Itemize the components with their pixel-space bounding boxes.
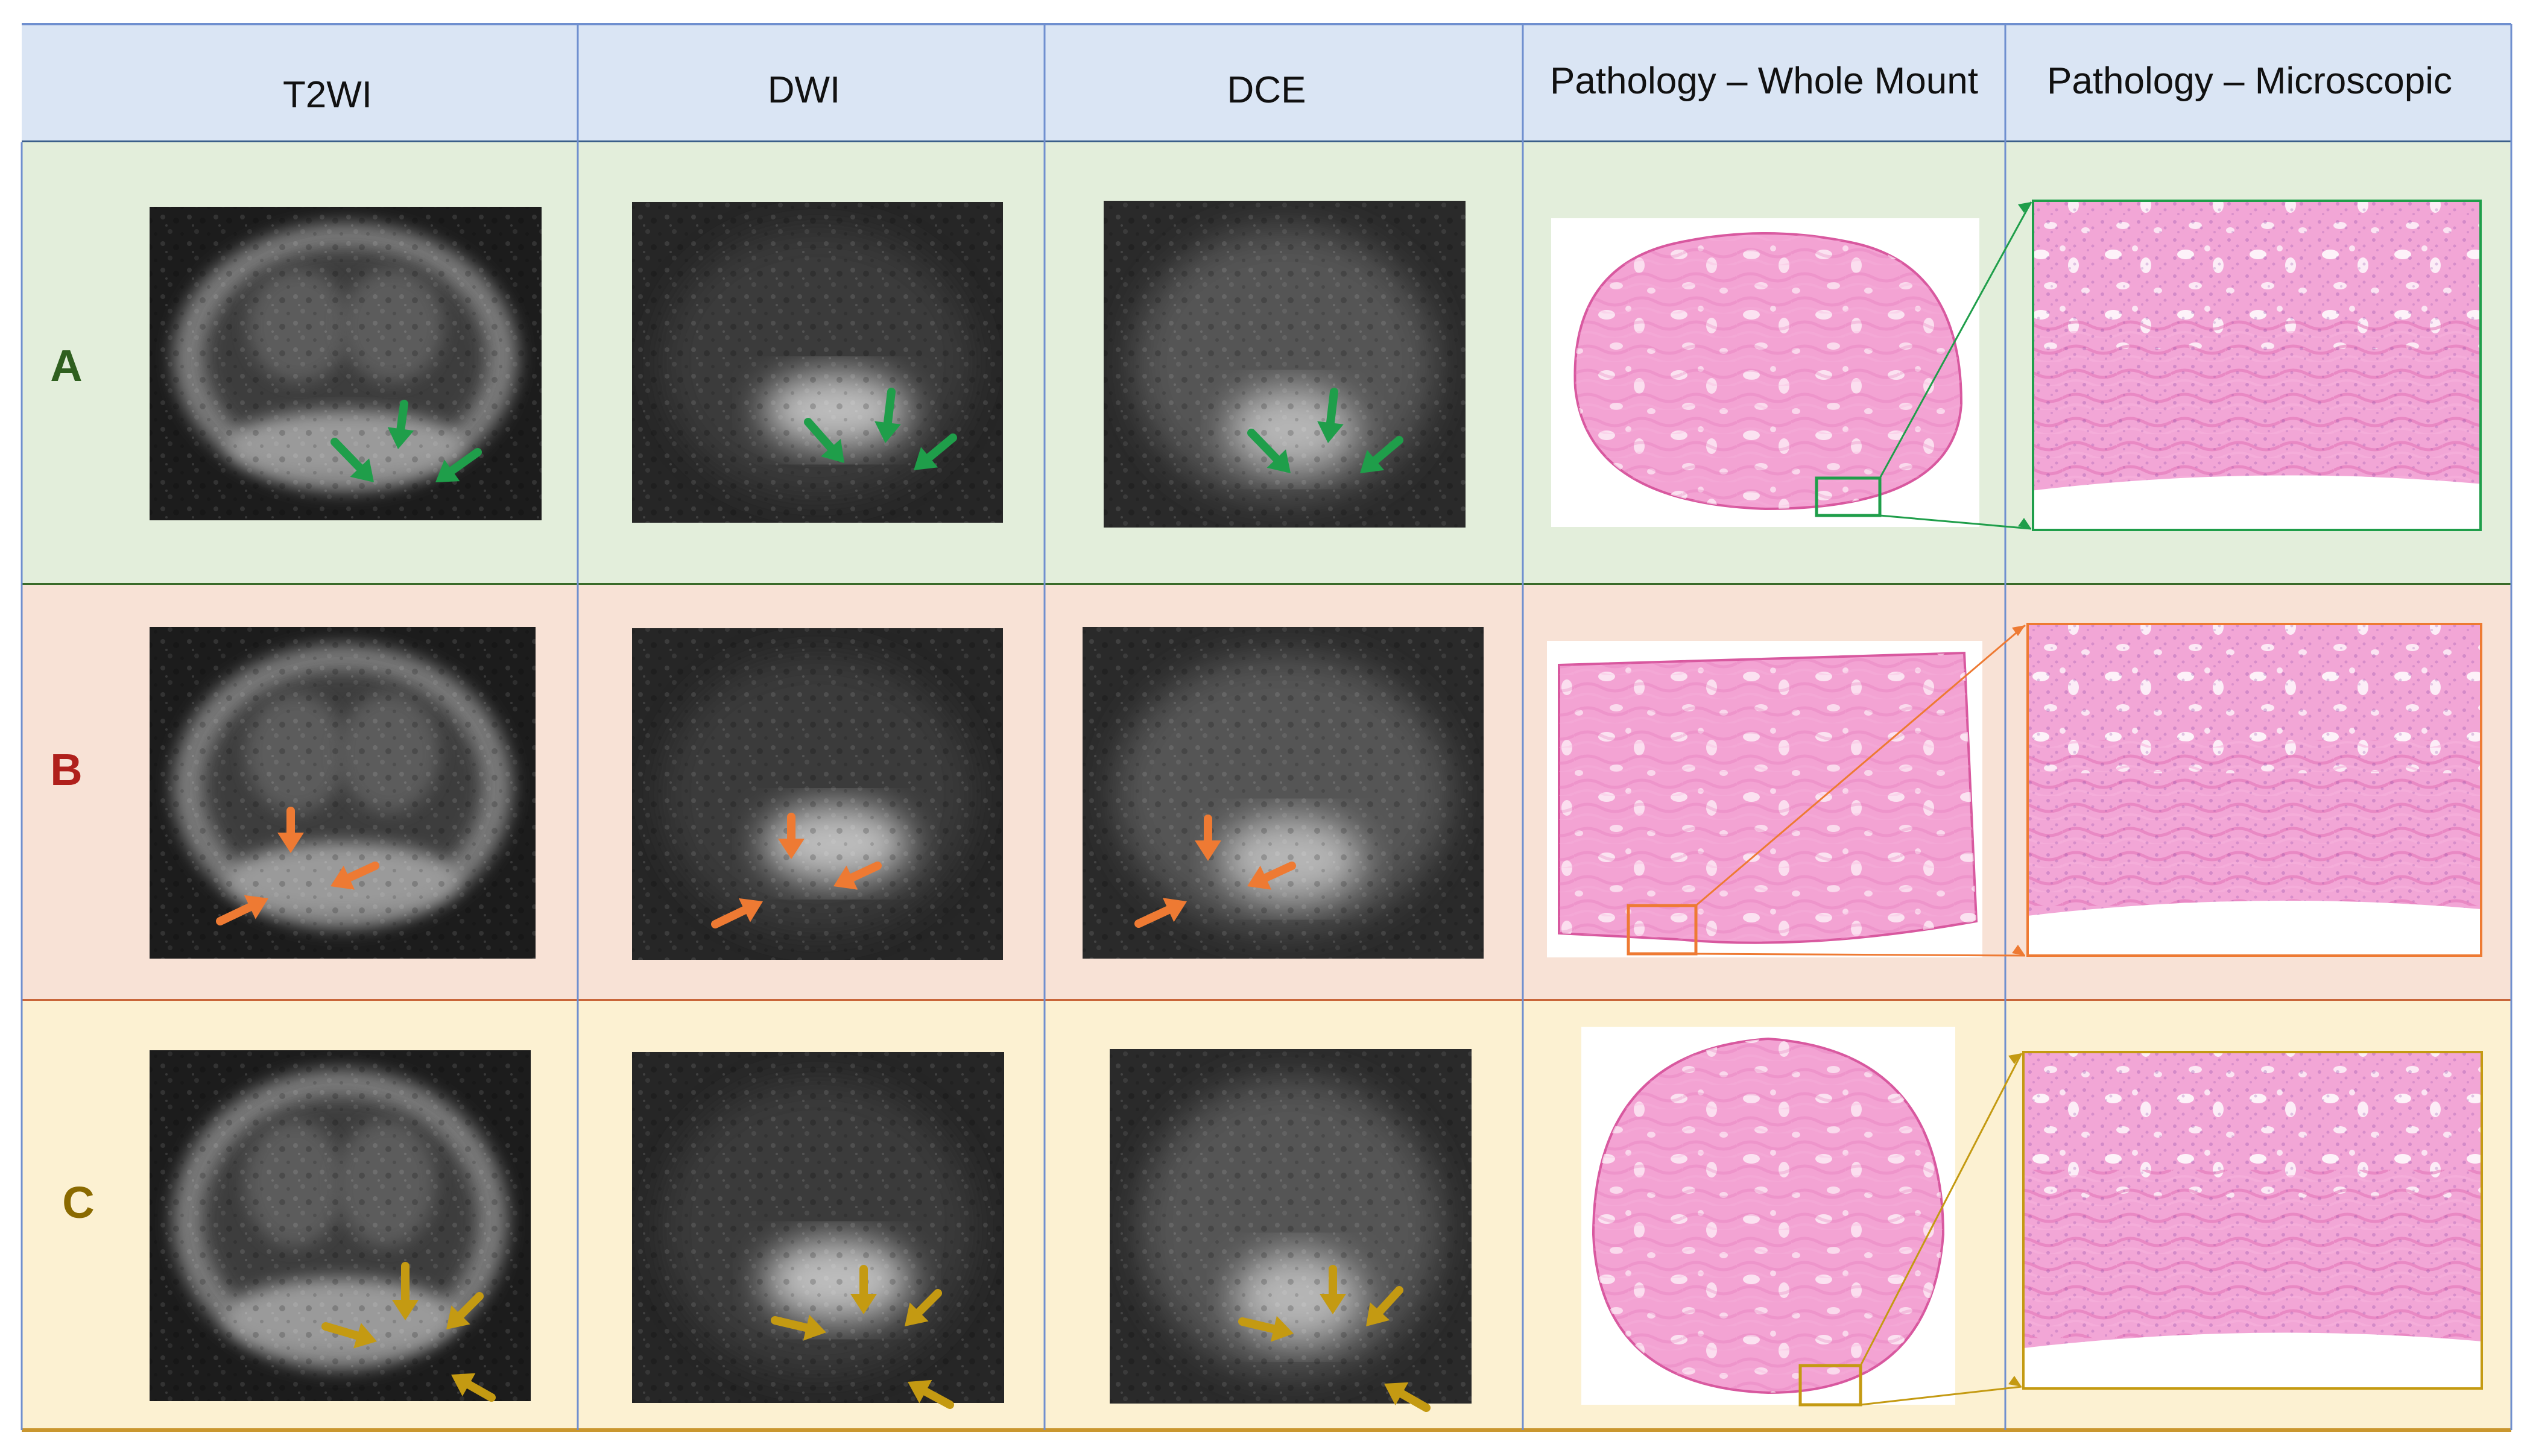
image-b-dwi (632, 628, 1003, 960)
arrow-b-dwi-3 (833, 862, 882, 890)
image-c-microscopic-border (2022, 1051, 2483, 1390)
arrow-c-dce-1 (1320, 1265, 1346, 1314)
arrow-a-t2wi-2 (330, 438, 374, 482)
arrow-b-dce-1 (1195, 815, 1221, 861)
image-a-dwi (632, 202, 1003, 523)
arrow-c-dce-4 (1384, 1382, 1431, 1412)
arrow-b-dce-2 (1134, 898, 1187, 928)
arrow-c-dwi-2 (771, 1314, 826, 1341)
image-a-microscopic-border (2032, 200, 2482, 531)
arrow-a-dwi-2 (804, 418, 844, 463)
zoom-b (1627, 624, 2026, 957)
arrow-a-dwi-3 (914, 433, 957, 470)
image-a-t2wi (150, 207, 542, 520)
arrow-c-dwi-1 (850, 1265, 877, 1314)
image-b-dce (1083, 627, 1484, 959)
arrow-b-dce-3 (1247, 862, 1296, 890)
zoom-c (1798, 1053, 2023, 1407)
col-title-pathology-whole-mount: Pathology – Whole Mount (1550, 60, 1978, 102)
arrow-b-dwi-1 (778, 813, 805, 859)
col-title-pathology-microscopic: Pathology – Microscopic (2047, 60, 2452, 102)
image-c-whole-mount (1581, 1027, 1955, 1405)
arrow-c-t2wi-2 (321, 1322, 377, 1349)
image-a-microscopic (2033, 201, 2481, 530)
zoom-a (1815, 201, 2032, 530)
column-dividers (577, 24, 2006, 1430)
arrow-c-t2wi-3 (446, 1292, 484, 1329)
arrow-c-dce-2 (1238, 1316, 1294, 1342)
row-label-c: C (62, 1177, 94, 1228)
row-label-a: A (50, 341, 82, 391)
image-c-dwi (632, 1052, 1004, 1403)
arrow-b-dwi-2 (711, 898, 763, 928)
col-title-dce: DCE (1227, 69, 1306, 111)
arrow-c-dwi-4 (908, 1379, 954, 1409)
arrow-a-t2wi-1 (387, 400, 414, 449)
col-title-dwi: DWI (768, 69, 841, 111)
arrow-a-dce-3 (1360, 436, 1403, 473)
arrow-a-dce-2 (1247, 429, 1291, 473)
image-b-microscopic-border (2026, 623, 2482, 957)
image-a-whole-mount (1551, 218, 1979, 527)
header-band (22, 24, 2511, 142)
image-grid (150, 200, 2483, 1405)
image-b-t2wi (150, 627, 536, 959)
arrow-a-dce-1 (1317, 388, 1344, 443)
image-b-whole-mount (1547, 641, 1982, 957)
image-c-dce (1110, 1049, 1472, 1404)
arrow-c-dce-3 (1366, 1286, 1403, 1326)
arrow-c-t2wi-4 (451, 1373, 496, 1402)
arrow-b-t2wi-2 (216, 895, 268, 925)
image-c-microscopic (2023, 1052, 2482, 1388)
image-a-dce (1104, 201, 1466, 528)
arrow-b-t2wi-1 (277, 807, 304, 853)
row-label-b: B (50, 745, 82, 795)
arrow-c-dwi-3 (905, 1289, 942, 1326)
arrow-layer (216, 388, 1431, 1412)
arrow-a-t2wi-3 (435, 448, 482, 482)
image-c-t2wi (150, 1050, 531, 1401)
arrow-c-t2wi-1 (392, 1262, 419, 1320)
zoom-connectors (1627, 201, 2032, 1407)
arrow-a-dwi-1 (874, 388, 901, 443)
image-b-microscopic (2028, 624, 2481, 956)
arrow-b-t2wi-3 (330, 862, 379, 890)
col-title-t2wi: T2WI (283, 74, 372, 116)
